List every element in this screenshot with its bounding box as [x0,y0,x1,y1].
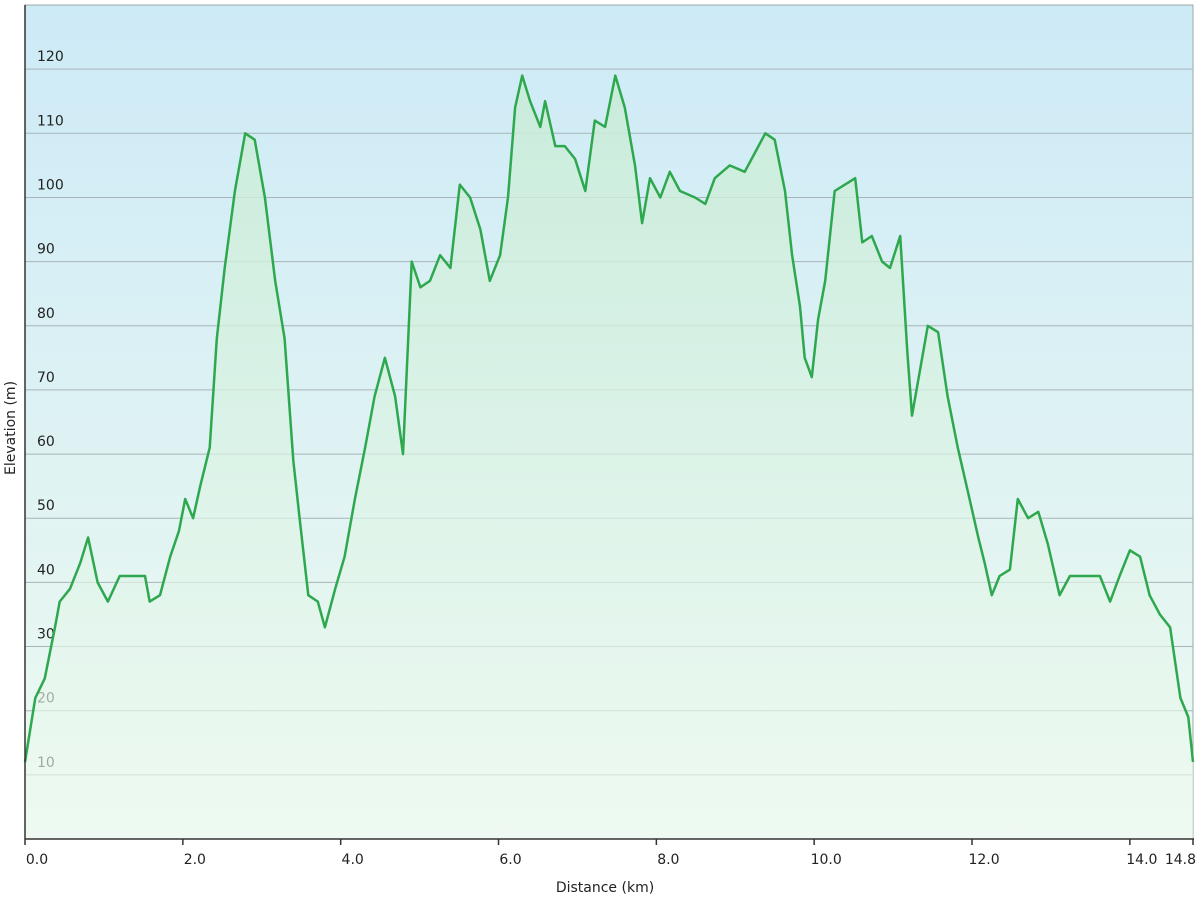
elevation-line [23,74,1195,763]
y-tick-label: 120 [37,49,64,65]
x-axis-label: Distance (km) [556,880,654,896]
y-tick-label: 70 [37,370,55,386]
x-tick-label: 0.0 [26,852,48,868]
y-tick-label: 40 [37,562,55,578]
y-tick-label: 50 [37,498,55,514]
y-tick-label: 60 [37,434,55,450]
x-tick-label: 12.0 [968,852,999,868]
x-tick-label: 14.8 [1165,852,1196,868]
y-tick-label: 30 [37,627,55,643]
x-tick-label: 8.0 [657,852,679,868]
x-tick-label: 14.0 [1126,852,1157,868]
y-axis-label: Elevation (m) [3,381,19,475]
x-tick-label: 4.0 [342,852,364,868]
y-tick-label: 110 [37,113,64,129]
y-tick-label: 90 [37,242,55,258]
x-tick-label: 10.0 [811,852,842,868]
y-tick-label: 80 [37,306,55,322]
x-tick-label: 6.0 [499,852,521,868]
x-tick-label: 2.0 [184,852,206,868]
y-tick-label: 100 [37,177,64,193]
